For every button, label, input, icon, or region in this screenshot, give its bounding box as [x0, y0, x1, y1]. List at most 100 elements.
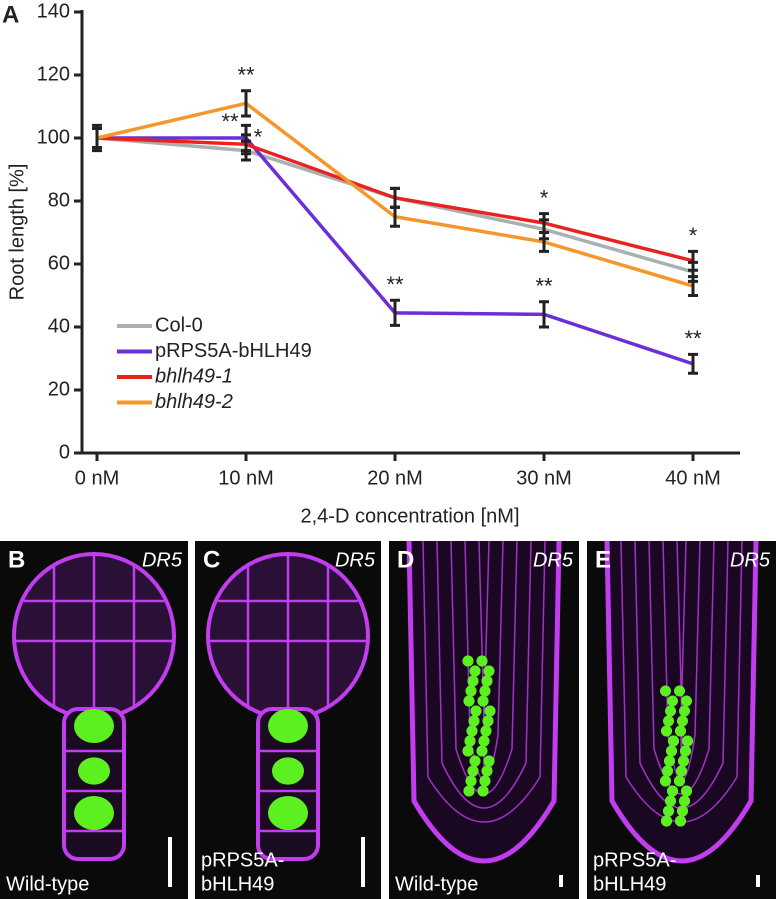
- y-tick-label: 60: [48, 252, 70, 274]
- dr5-signal: [661, 815, 672, 827]
- panel-marker: DR5: [142, 549, 183, 571]
- x-tick-label: 10 nM: [218, 467, 274, 489]
- dr5-signal: [664, 755, 675, 767]
- panel-caption: bHLH49: [593, 873, 666, 895]
- dr5-signal: [674, 775, 685, 787]
- image-panel: D DR5 Wild-type: [389, 540, 579, 899]
- cell-walls: [16, 556, 172, 711]
- panel-caption: Wild-type: [395, 873, 478, 895]
- dr5-signal: [665, 705, 676, 717]
- error-bar: [92, 127, 102, 149]
- image-panel: B DR5 Wild-type: [0, 541, 188, 899]
- image-panel: E DR5 pRPS5A-bHLH49: [587, 540, 776, 899]
- dr5-signal: [470, 705, 482, 717]
- legend-label: pRPS5A-bHLH49: [155, 340, 312, 362]
- dr5-signal: [682, 735, 693, 747]
- panel-label: E: [595, 546, 611, 573]
- dr5-signal: [480, 725, 492, 737]
- dr5-signal: [467, 765, 479, 777]
- dr5-signal: [74, 709, 114, 743]
- suspensor-walls: [258, 749, 318, 833]
- dr5-signal: [478, 735, 490, 747]
- panel-label: B: [8, 546, 25, 573]
- dr5-signal: [469, 755, 481, 767]
- error-bar: [688, 249, 698, 272]
- error-bar: [688, 275, 698, 297]
- significance-label: *: [689, 223, 698, 248]
- panel-marker: DR5: [730, 549, 771, 571]
- dr5-signal: [477, 695, 489, 707]
- panel-label: D: [397, 546, 414, 573]
- dr5-signal: [467, 675, 479, 687]
- dr5-signal: [476, 745, 488, 757]
- y-tick-label: 40: [48, 315, 70, 337]
- image-panel: C DR5 pRPS5A-bHLH49: [195, 541, 381, 899]
- error-bar: [539, 231, 549, 253]
- panel-caption: pRPS5A-: [201, 849, 284, 871]
- dr5-signal: [679, 705, 690, 717]
- dr5-signal: [662, 765, 673, 777]
- dr5-signal: [272, 757, 304, 785]
- dr5-signal: [462, 655, 474, 667]
- y-tick-label: 0: [59, 441, 70, 463]
- significance-label: **: [535, 274, 553, 299]
- cell-file: [422, 540, 546, 823]
- dr5-signal: [476, 655, 488, 667]
- y-tick-label: 140: [37, 0, 70, 22]
- dr5-signal: [676, 765, 687, 777]
- y-tick-label: 80: [48, 189, 70, 211]
- dr5-signal: [675, 725, 686, 737]
- panel-label: C: [203, 546, 220, 573]
- legend-label: bhlh49-2: [155, 391, 233, 413]
- cell-walls: [210, 556, 366, 711]
- dr5-signal: [463, 785, 475, 797]
- dr5-signal: [481, 765, 493, 777]
- dr5-signal: [675, 815, 686, 827]
- error-bar: [390, 205, 400, 228]
- y-tick-label: 120: [37, 63, 70, 85]
- y-tick-label: 100: [37, 126, 70, 148]
- dr5-signal: [466, 725, 478, 737]
- significance-label: **: [684, 326, 702, 351]
- dr5-signal: [677, 805, 688, 817]
- error-bar: [241, 133, 251, 156]
- dr5-signal: [481, 675, 493, 687]
- x-tick-label: 20 nM: [367, 467, 423, 489]
- dr5-signal: [679, 795, 690, 807]
- panel-label: A: [2, 1, 19, 28]
- dr5-signal: [661, 725, 672, 737]
- dr5-signal: [484, 705, 496, 717]
- suspensor-walls: [64, 749, 124, 833]
- dr5-signal: [464, 735, 476, 747]
- dr5-signal: [479, 775, 491, 787]
- legend-label: bhlh49-1: [155, 365, 233, 387]
- dr5-signal: [667, 785, 678, 797]
- dr5-signal: [268, 796, 308, 830]
- cell-file: [436, 540, 532, 809]
- dr5-signal: [469, 665, 481, 677]
- x-tick-label: 40 nM: [665, 467, 721, 489]
- dr5-signal: [681, 695, 692, 707]
- dr5-signal: [74, 796, 114, 830]
- dr5-signal: [677, 715, 688, 727]
- dr5-signal: [482, 715, 494, 727]
- dr5-signal: [479, 685, 491, 697]
- dr5-signal: [663, 805, 674, 817]
- dr5-signal: [666, 745, 677, 757]
- dr5-signal: [667, 695, 678, 707]
- dr5-signal: [465, 775, 477, 787]
- dr5-signal: [462, 745, 474, 757]
- error-bar: [390, 298, 400, 327]
- dr5-signal: [674, 685, 685, 697]
- dr5-signal: [681, 785, 692, 797]
- dr5-signal: [660, 775, 671, 787]
- dr5-signal: [477, 785, 489, 797]
- cell-file: [648, 540, 715, 795]
- error-bar: [241, 89, 251, 118]
- y-tick-label: 20: [48, 378, 70, 400]
- dr5-signal: [680, 745, 691, 757]
- panel-caption: pRPS5A-: [593, 849, 676, 871]
- panel-caption: bHLH49: [201, 873, 274, 895]
- error-bar: [539, 300, 549, 329]
